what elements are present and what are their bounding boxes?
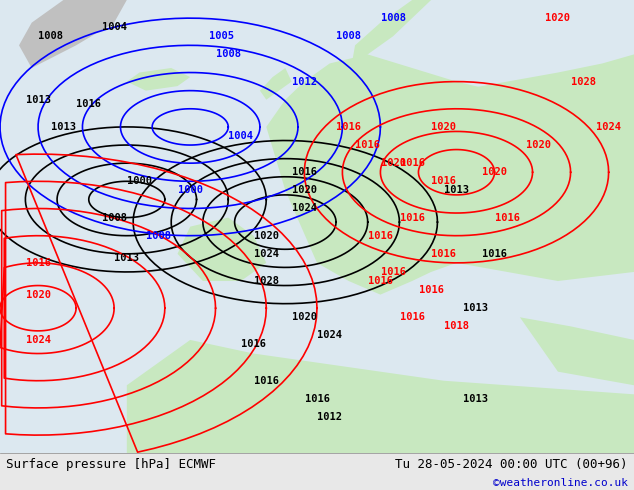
Text: 1020: 1020 (292, 185, 317, 196)
Text: 1018: 1018 (444, 321, 469, 331)
Text: ©weatheronline.co.uk: ©weatheronline.co.uk (493, 478, 628, 488)
Text: 1024: 1024 (25, 335, 51, 345)
Text: 1016: 1016 (418, 285, 444, 295)
Text: 1016: 1016 (380, 267, 406, 277)
Text: 1016: 1016 (399, 158, 425, 168)
Polygon shape (178, 218, 266, 281)
Text: 1016: 1016 (399, 312, 425, 322)
Text: 1020: 1020 (380, 158, 406, 168)
Text: 1020: 1020 (25, 290, 51, 299)
Text: 1016: 1016 (304, 394, 330, 404)
Polygon shape (127, 340, 634, 453)
Text: 1016: 1016 (292, 167, 317, 177)
Text: 1004: 1004 (101, 22, 127, 32)
Polygon shape (127, 68, 190, 91)
Polygon shape (266, 54, 634, 294)
Text: 1028: 1028 (254, 276, 279, 286)
Text: 1016: 1016 (399, 213, 425, 222)
Text: 1024: 1024 (254, 249, 279, 259)
Text: Surface pressure [hPa] ECMWF: Surface pressure [hPa] ECMWF (6, 458, 216, 471)
Polygon shape (520, 318, 634, 385)
Text: 1016: 1016 (241, 340, 266, 349)
Text: 1024: 1024 (292, 203, 317, 214)
Text: 1013: 1013 (444, 185, 469, 196)
Text: 1008: 1008 (146, 231, 171, 241)
Polygon shape (349, 0, 431, 82)
Text: 1004: 1004 (228, 131, 254, 141)
Text: 1016: 1016 (254, 376, 279, 386)
Text: 1016: 1016 (355, 140, 380, 150)
Text: 1008: 1008 (380, 13, 406, 23)
Text: 1012: 1012 (292, 76, 317, 87)
Text: 1016: 1016 (76, 99, 101, 109)
Text: 1008: 1008 (101, 213, 127, 222)
Text: 1024: 1024 (317, 330, 342, 341)
Text: 1020: 1020 (431, 122, 456, 132)
Text: 1008: 1008 (38, 31, 63, 41)
Text: 1000: 1000 (127, 176, 152, 186)
Text: 1020: 1020 (292, 312, 317, 322)
Text: 1020: 1020 (545, 13, 571, 23)
Polygon shape (456, 54, 634, 181)
Text: 1013: 1013 (463, 303, 488, 313)
Text: 1013: 1013 (463, 394, 488, 404)
Text: 1016: 1016 (336, 122, 361, 132)
Text: 1016: 1016 (25, 258, 51, 268)
Text: 1016: 1016 (431, 176, 456, 186)
Polygon shape (260, 68, 292, 99)
Text: 1000: 1000 (178, 185, 203, 196)
Text: Tu 28-05-2024 00:00 UTC (00+96): Tu 28-05-2024 00:00 UTC (00+96) (395, 458, 628, 471)
Text: 1016: 1016 (495, 213, 520, 222)
Text: 1020: 1020 (482, 167, 507, 177)
Text: 1020: 1020 (526, 140, 552, 150)
Text: 1016: 1016 (368, 231, 393, 241)
Text: 1008: 1008 (216, 49, 241, 59)
Text: 1013: 1013 (25, 95, 51, 105)
Text: 1012: 1012 (317, 412, 342, 422)
Text: 1016: 1016 (368, 276, 393, 286)
Text: 1013: 1013 (114, 253, 139, 263)
Text: 1028: 1028 (571, 76, 596, 87)
Text: 1020: 1020 (254, 231, 279, 241)
Text: 1005: 1005 (209, 31, 235, 41)
Text: 1008: 1008 (336, 31, 361, 41)
Text: 1024: 1024 (596, 122, 621, 132)
Text: 1013: 1013 (51, 122, 76, 132)
Text: 1016: 1016 (431, 249, 456, 259)
Polygon shape (19, 0, 127, 68)
Text: 1016: 1016 (482, 249, 507, 259)
